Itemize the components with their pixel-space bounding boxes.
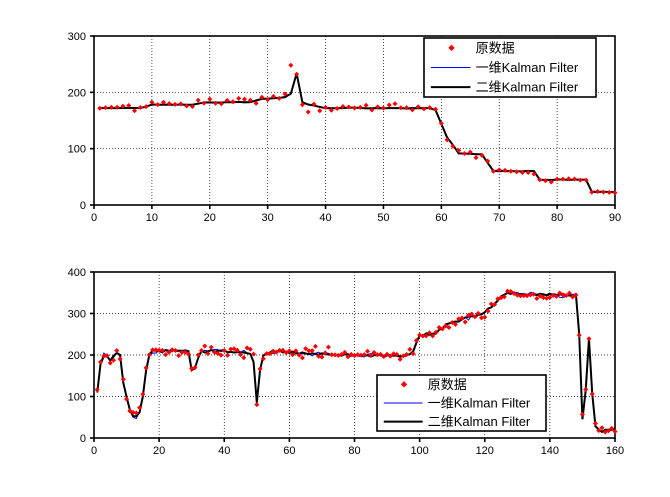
svg-text:0: 0: [91, 212, 97, 224]
svg-text:100: 100: [410, 445, 428, 457]
svg-text:二维Kalman Filter: 二维Kalman Filter: [476, 80, 579, 95]
svg-text:40: 40: [319, 212, 331, 224]
svg-text:300: 300: [68, 309, 86, 321]
svg-text:60: 60: [435, 212, 447, 224]
svg-text:20: 20: [204, 212, 216, 224]
svg-text:300: 300: [68, 31, 86, 43]
svg-text:70: 70: [493, 212, 505, 224]
svg-text:0: 0: [80, 200, 86, 212]
svg-text:200: 200: [68, 87, 86, 99]
svg-text:10: 10: [146, 212, 158, 224]
svg-text:30: 30: [262, 212, 274, 224]
svg-text:原数据: 原数据: [428, 377, 467, 392]
svg-text:100: 100: [68, 392, 86, 404]
svg-text:100: 100: [68, 144, 86, 156]
svg-text:90: 90: [609, 212, 621, 224]
svg-text:80: 80: [348, 445, 360, 457]
svg-text:40: 40: [218, 445, 230, 457]
svg-text:原数据: 原数据: [476, 40, 515, 55]
svg-text:400: 400: [68, 267, 86, 279]
svg-text:50: 50: [377, 212, 389, 224]
svg-text:200: 200: [68, 350, 86, 362]
svg-text:60: 60: [283, 445, 295, 457]
svg-text:0: 0: [80, 433, 86, 445]
svg-text:0: 0: [91, 445, 97, 457]
svg-text:20: 20: [153, 445, 165, 457]
svg-text:140: 140: [541, 445, 559, 457]
svg-text:一维Kalman Filter: 一维Kalman Filter: [476, 60, 579, 75]
svg-text:一维Kalman Filter: 一维Kalman Filter: [428, 396, 531, 411]
svg-text:二维Kalman Filter: 二维Kalman Filter: [428, 414, 531, 429]
svg-text:160: 160: [606, 445, 624, 457]
svg-text:120: 120: [476, 445, 494, 457]
svg-text:80: 80: [551, 212, 563, 224]
